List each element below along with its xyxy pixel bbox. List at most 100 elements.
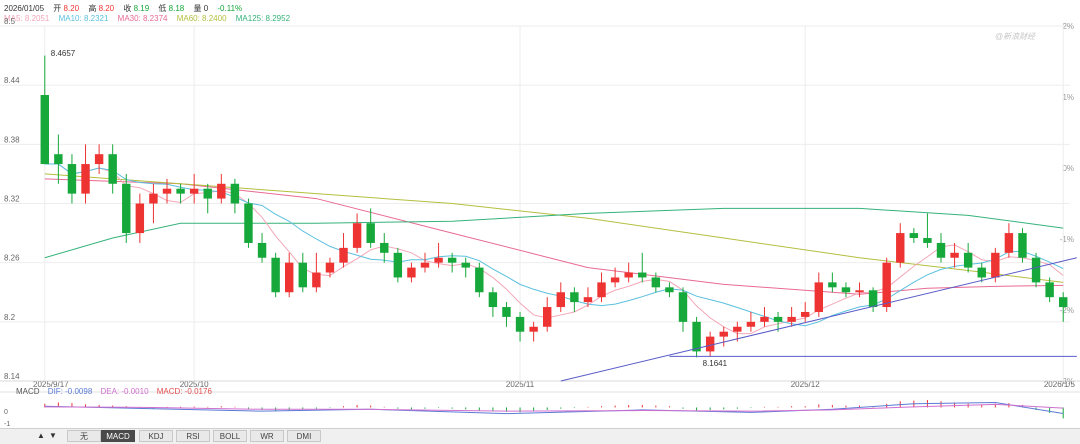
candle-body (447, 257, 457, 263)
candle-body (135, 203, 145, 234)
candle-body (665, 287, 674, 293)
candle-body (176, 188, 185, 194)
candle-body (40, 95, 49, 165)
candlestick-chart[interactable]: 8.58.448.388.328.268.28.142%1%0%-1%-2%-3… (0, 0, 1080, 428)
candle-body (855, 290, 864, 293)
macd-dif-line (44, 401, 1064, 415)
low-price-annotation: 8.1641 (703, 359, 728, 368)
macd-y-tick: -1 (4, 421, 10, 428)
high-label: 高 (88, 4, 97, 13)
candle-body (162, 188, 172, 194)
x-tick-label: 2025/9/17 (33, 380, 69, 389)
candle-body (868, 290, 878, 308)
close-label: 收 (123, 4, 132, 13)
ma-legend: MA5: 8.2051 MA10: 8.2321 MA30: 8.2374 MA… (4, 14, 297, 23)
candle-body (230, 183, 240, 204)
sina-finance-watermark: @新浪财经 (995, 32, 1036, 41)
candle-body (624, 272, 633, 278)
candle-body (841, 287, 851, 293)
y-tick-label: 8.32 (4, 195, 20, 204)
x-tick-label: 2026/1/5 (1044, 380, 1076, 389)
tab-rsi[interactable]: RSI (176, 430, 210, 442)
candle-body (529, 326, 538, 332)
scroll-down-arrow-icon[interactable]: ▼ (49, 431, 57, 440)
candle-body (801, 311, 810, 317)
dea-value: DEA: -0.0010 (100, 387, 149, 396)
candle-body (271, 257, 280, 293)
macd-y-tick: 0 (4, 409, 8, 416)
candle-body (94, 154, 104, 165)
trendline (560, 257, 1077, 382)
candle-body (638, 272, 647, 278)
candle-body (746, 321, 756, 327)
candle-body (393, 252, 403, 278)
candle-body (814, 282, 823, 312)
close-value: 8.19 (133, 4, 150, 13)
candle-body (366, 223, 375, 243)
tab-dmi[interactable]: DMI (287, 430, 321, 442)
candle-body (991, 252, 1000, 278)
candle-body (1031, 257, 1041, 283)
candle-body (597, 282, 606, 298)
macd-dea-line (44, 403, 1064, 412)
macd-name: MACD (16, 387, 40, 396)
candle-body (325, 262, 335, 273)
candle-body (257, 242, 267, 258)
dif-value: DIF: -0.0098 (47, 387, 93, 396)
candle-body (1004, 233, 1014, 253)
y-tick-label: 8.26 (4, 254, 20, 263)
quote-date: 2026/01/05 (4, 4, 45, 13)
y-tick-label: 8.5 (4, 17, 16, 26)
candle-body (651, 277, 661, 288)
ma-line-ma10 (44, 163, 1064, 327)
candle-body (977, 267, 986, 278)
candle-body (67, 164, 77, 194)
open-value: 8.20 (63, 4, 80, 13)
pct-tick-label: 2% (1062, 22, 1074, 31)
candle-body (773, 316, 783, 322)
low-label: 低 (158, 4, 167, 13)
ma-line-ma60 (44, 173, 1064, 283)
candle-body (896, 233, 905, 263)
candle-body (502, 307, 511, 317)
candle-body (543, 307, 552, 327)
candle-body (515, 316, 525, 332)
candle-body (950, 252, 959, 258)
tab-boll[interactable]: BOLL (213, 430, 247, 442)
candle-body (475, 267, 484, 293)
macd-value: MACD: -0.0176 (156, 387, 212, 396)
indicator-tab-bar: ▲ ▼ 无 MACD KDJ RSI BOLL WR DMI (0, 428, 1080, 444)
candle-body (678, 292, 688, 322)
candle-body (909, 233, 919, 239)
scroll-up-arrow-icon[interactable]: ▲ (37, 431, 45, 440)
tab-none[interactable]: 无 (67, 430, 101, 442)
candle-body (122, 183, 131, 234)
x-tick-label: 2025/10 (180, 380, 209, 389)
candle-body (692, 321, 701, 352)
pct-tick-label: 1% (1062, 93, 1074, 102)
tab-wr[interactable]: WR (250, 430, 284, 442)
tab-kdj[interactable]: KDJ (139, 430, 173, 442)
candle-body (1059, 297, 1068, 308)
candle-body (108, 154, 117, 184)
candle-body (461, 262, 470, 268)
change-percent: -0.11% (217, 4, 243, 13)
candle-body (583, 297, 593, 303)
candle-body (203, 188, 212, 199)
high-price-annotation: 8.4657 (51, 49, 76, 58)
candle-body (81, 164, 90, 194)
candle-body (719, 331, 728, 337)
candle-body (936, 242, 946, 258)
y-tick-label: 8.14 (4, 372, 20, 381)
high-value: 8.20 (98, 4, 115, 13)
volume-label: 量 (193, 4, 202, 13)
ma10-legend: MA10: 8.2321 (58, 14, 109, 23)
tab-macd[interactable]: MACD (101, 430, 135, 442)
x-tick-label: 2025/11 (506, 380, 535, 389)
ma-line-ma125 (44, 207, 1064, 259)
candle-body (705, 336, 715, 352)
macd-legend: MACD DIF: -0.0098 DEA: -0.0010 MACD: -0.… (16, 387, 218, 396)
candle-body (407, 267, 416, 278)
candle-body (298, 262, 307, 288)
candle-body (217, 183, 226, 199)
